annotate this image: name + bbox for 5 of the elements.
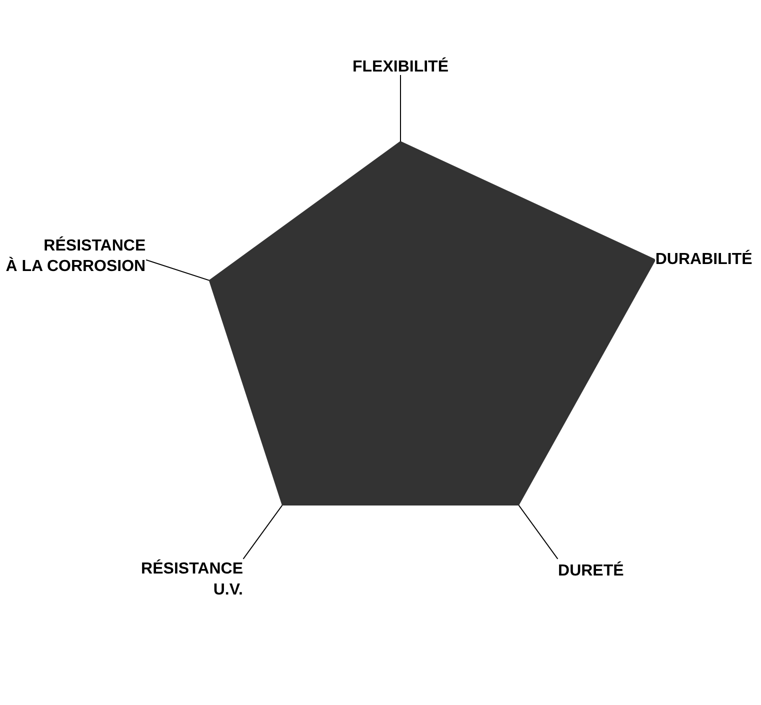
spoke-label: RÉSISTANCE U.V.	[141, 558, 244, 598]
spoke-label: RÉSISTANCE À LA CORROSION	[6, 235, 146, 276]
spoke-label: DURABILITÉ	[655, 249, 753, 268]
spoke-label: FLEXIBILITÉ	[352, 56, 449, 76]
spoke-label: DURETÉ	[558, 560, 624, 580]
